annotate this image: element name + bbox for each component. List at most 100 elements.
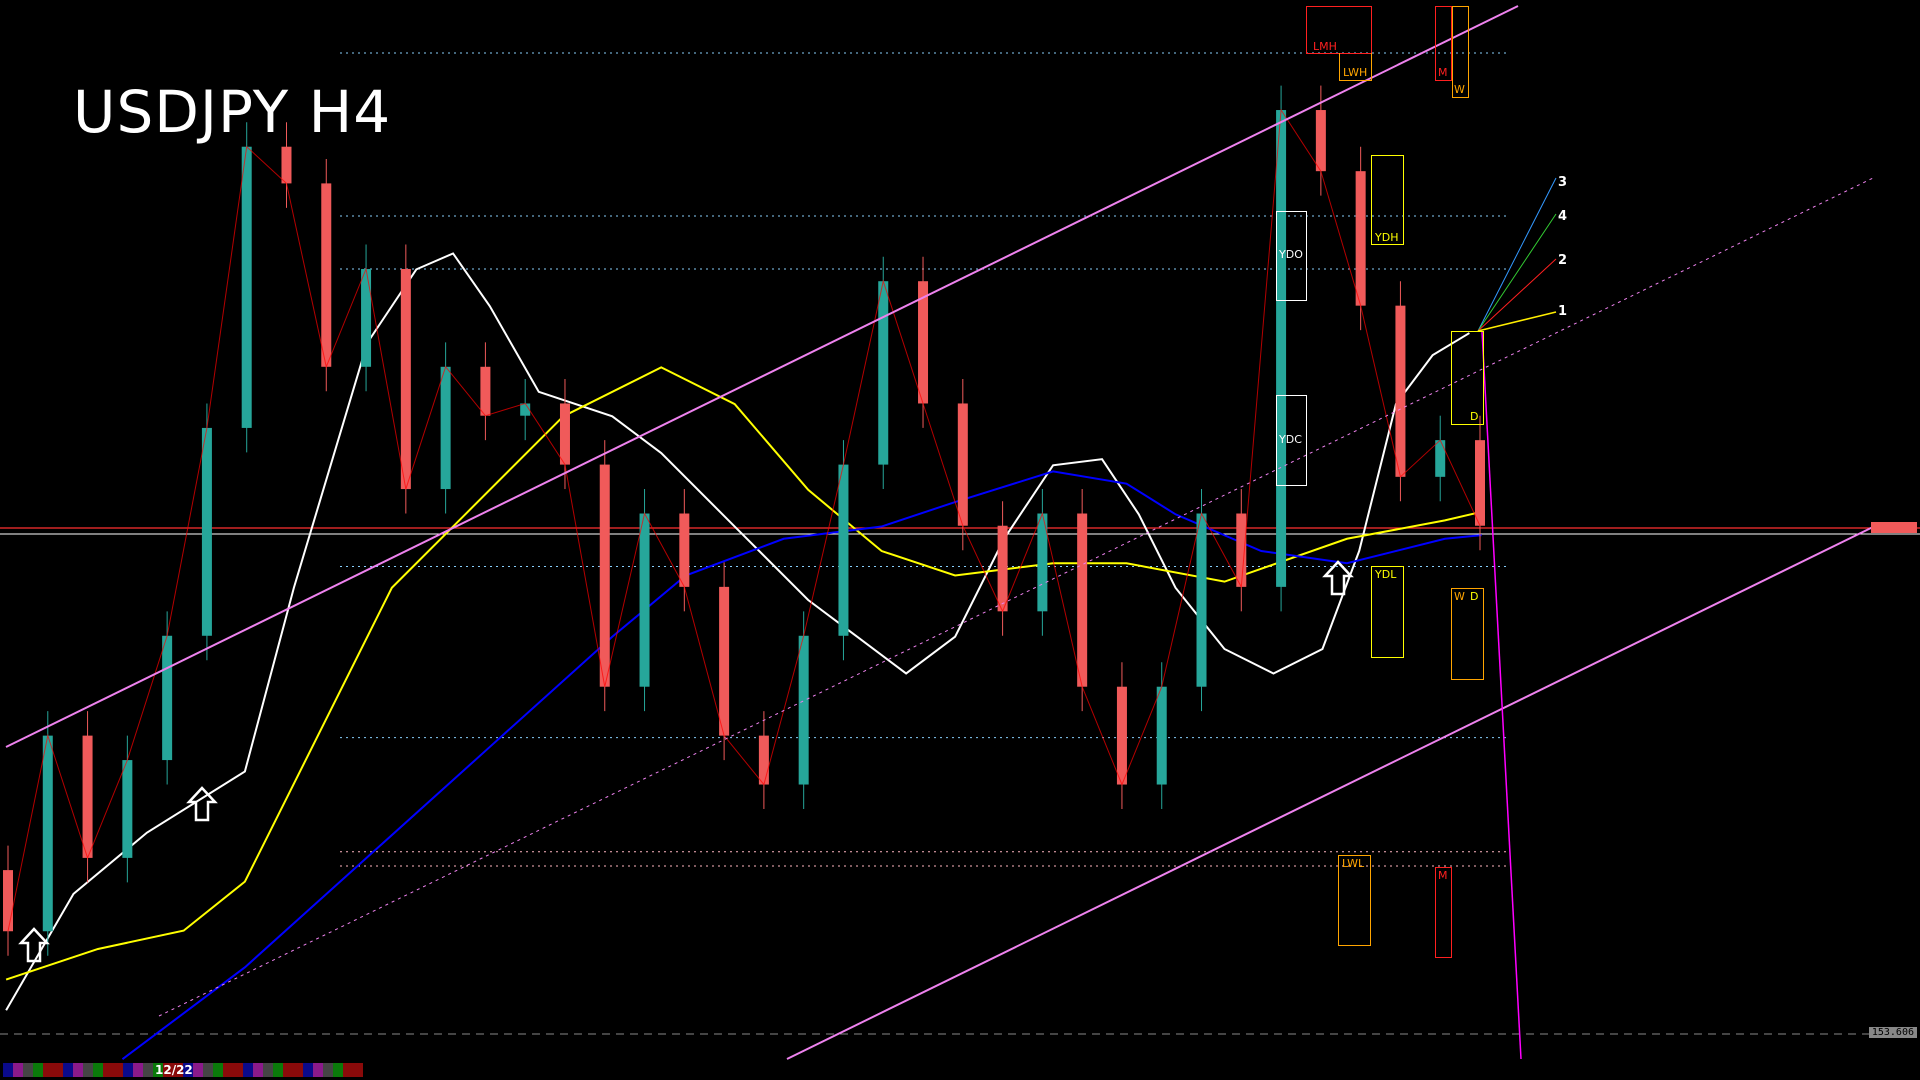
lwl-label: LWL (1342, 857, 1365, 870)
candle (201, 403, 212, 661)
up-arrow-icon (18, 927, 50, 963)
period-segment (283, 1063, 303, 1077)
candle (3, 845, 13, 956)
candle (1156, 662, 1167, 809)
d-bottom-label: D (1470, 590, 1479, 603)
candle-body (878, 281, 889, 465)
candle (162, 611, 173, 785)
candle (122, 735, 133, 883)
candle (281, 122, 292, 208)
candle (1315, 85, 1326, 196)
period-segment (23, 1063, 33, 1077)
candle-body (3, 870, 13, 932)
reference-price-label: 153.606 (1868, 1027, 1917, 1038)
period-segment (303, 1063, 313, 1077)
candle (1236, 489, 1247, 612)
fib-label-2: 2 (1558, 253, 1568, 268)
candle-body (520, 403, 531, 416)
candle (241, 122, 252, 453)
ydc-box (1276, 395, 1307, 486)
w-bottom-label: W (1454, 590, 1465, 603)
period-separator-bar (3, 1063, 363, 1077)
candle-body (918, 281, 929, 404)
candle-body (1315, 110, 1326, 172)
candle (1395, 281, 1406, 502)
channel-upper-line (5, 5, 1519, 748)
candle-body (599, 464, 610, 687)
period-segment (3, 1063, 13, 1077)
candle (440, 342, 451, 514)
candle-body (679, 513, 690, 587)
candle (798, 611, 809, 809)
d-top-box (1451, 331, 1484, 425)
candle-body (162, 635, 173, 761)
candle (559, 379, 570, 490)
candle (361, 244, 372, 392)
period-segment (103, 1063, 123, 1077)
candle-body (480, 366, 491, 416)
channel-lower-line (786, 526, 1874, 1060)
candle (838, 440, 849, 661)
period-segment (323, 1063, 333, 1077)
period-segment (253, 1063, 263, 1077)
lwl-box (1338, 855, 1371, 946)
candle-body (400, 268, 411, 490)
period-segment (213, 1063, 223, 1077)
period-segment (273, 1063, 283, 1077)
ydo-box (1276, 211, 1307, 301)
candle-body (1236, 513, 1247, 587)
period-segment (263, 1063, 273, 1077)
candle (480, 342, 491, 441)
up-arrow-icon (1322, 560, 1354, 596)
candle-body (281, 146, 292, 184)
period-segment (183, 1063, 193, 1077)
candle-body (321, 183, 332, 367)
candle-body (361, 268, 372, 367)
period-segment (143, 1063, 153, 1077)
ydl-box (1371, 566, 1404, 658)
candle-body (1276, 110, 1287, 587)
candle (679, 489, 690, 612)
period-segment (343, 1063, 363, 1077)
m-bottom-box (1435, 867, 1452, 958)
candle-body (440, 366, 451, 490)
candle (918, 256, 929, 428)
candle-body (838, 464, 849, 636)
period-segment (123, 1063, 133, 1077)
candle-body (1196, 513, 1207, 687)
m-top-box (1435, 6, 1452, 81)
candles (3, 85, 1485, 956)
candle-body (122, 760, 133, 858)
date-label: 12/22 (155, 1063, 193, 1077)
candle-body (1355, 171, 1366, 306)
candle (400, 244, 411, 514)
candle-body (559, 403, 570, 465)
candle (1475, 415, 1485, 551)
candle-body (719, 586, 730, 736)
w-top-label: W (1454, 83, 1465, 96)
period-segment (333, 1063, 343, 1077)
candle (321, 158, 332, 392)
period-segment (153, 1063, 163, 1077)
candle (1276, 85, 1287, 612)
period-segment (73, 1063, 83, 1077)
candle-body (201, 427, 212, 636)
period-segment (243, 1063, 253, 1077)
candle-body (1037, 513, 1048, 612)
fib-label-4: 4 (1558, 209, 1568, 224)
candle-body (1435, 440, 1446, 477)
channel-mid-line (158, 177, 1874, 1017)
candle (719, 562, 730, 761)
period-segment (93, 1063, 103, 1077)
lmh-label: LMH (1313, 40, 1337, 53)
candle-body (1116, 686, 1127, 785)
current-price-label (1871, 522, 1917, 533)
fib-label-1: 1 (1558, 304, 1568, 319)
candle-body (957, 403, 968, 526)
candle (1037, 489, 1048, 636)
fib-fan (1477, 177, 1557, 332)
ma-line-blue (121, 470, 1482, 1060)
m-bottom-label: M (1438, 869, 1448, 882)
up-arrow-icon (186, 786, 218, 822)
